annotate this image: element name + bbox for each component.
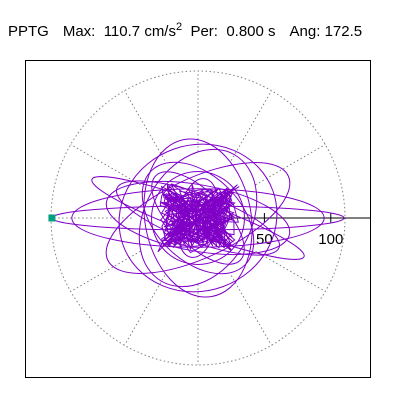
trace-loop-2	[118, 143, 278, 293]
angle-label: Ang:	[289, 23, 321, 40]
radial-spoke-11	[255, 250, 326, 292]
trace-loop-1	[71, 188, 325, 248]
max-label: Max:	[62, 23, 96, 40]
max-unit: cm/s	[144, 23, 176, 40]
radial-spoke-7	[70, 250, 141, 292]
radial-spoke-5	[70, 144, 141, 186]
trace-loop-4	[105, 181, 291, 255]
trace-loop-6	[141, 161, 255, 275]
angle-value: 172.5	[324, 23, 363, 40]
max-amplitude-marker	[48, 214, 56, 222]
tick-label-50: 50	[256, 231, 273, 248]
trace-loop-9	[151, 171, 245, 265]
max-value: 110.7	[103, 23, 141, 40]
trace-core	[157, 183, 240, 254]
trace-loop-7	[143, 138, 253, 298]
period-label: Per:	[190, 23, 218, 40]
chart-header: PPTG Max: 110.7 cm/s2 Per: 0.800 s Ang: 17…	[8, 17, 362, 42]
station-name: PPTG	[8, 23, 49, 40]
motion-trace	[51, 138, 345, 298]
radial-spoke-10	[230, 275, 272, 346]
radial-spoke-2	[230, 90, 272, 161]
max-marker-layer	[48, 214, 56, 222]
max-unit-exponent: 2	[175, 21, 183, 33]
radial-spoke-8	[124, 275, 166, 346]
tick-label-100: 100	[318, 231, 343, 248]
period-value: 0.800 s	[226, 23, 276, 40]
radial-spoke-4	[124, 90, 166, 161]
radial-spoke-1	[255, 144, 326, 186]
